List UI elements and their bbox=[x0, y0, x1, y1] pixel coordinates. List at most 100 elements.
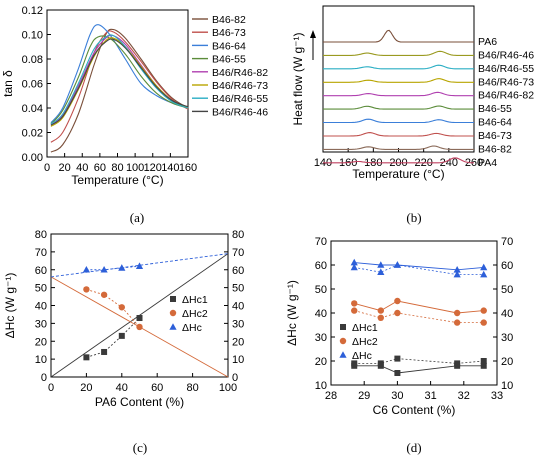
c-series-line bbox=[86, 317, 140, 358]
c-legend-marker bbox=[169, 309, 177, 317]
c-legend-label: ΔHc2 bbox=[182, 308, 208, 320]
a-legend-label: B46-55 bbox=[212, 54, 246, 66]
c-data-point bbox=[118, 304, 126, 311]
d-series-line bbox=[354, 262, 484, 271]
d-yaxis-label: ΔHc (W g⁻¹) bbox=[285, 280, 299, 346]
panel-label-d: (d) bbox=[406, 440, 421, 455]
b-series-line bbox=[323, 132, 474, 137]
a-series-line bbox=[50, 28, 189, 153]
c-data-point bbox=[100, 291, 108, 298]
a-xtick-label: 40 bbox=[76, 162, 88, 174]
c-xtick-label: 80 bbox=[186, 382, 198, 394]
b-series-line bbox=[323, 105, 474, 110]
d-extra-point bbox=[394, 309, 401, 317]
d-data-point bbox=[480, 263, 488, 271]
a-series-line bbox=[50, 34, 189, 125]
d-ytick-label-right: 30 bbox=[501, 332, 513, 344]
d-extra-point bbox=[480, 358, 487, 364]
b-series-line bbox=[323, 50, 474, 56]
d-xtick-label: 29 bbox=[358, 390, 370, 402]
c-data-point bbox=[83, 286, 90, 293]
c-ytick-label: 70 bbox=[35, 247, 47, 259]
a-series-line bbox=[50, 30, 189, 143]
b-series-label: B46-82 bbox=[478, 143, 512, 155]
d-ytick-label-right: 60 bbox=[501, 260, 513, 272]
a-legend-label: B46/R46-46 bbox=[212, 106, 268, 118]
d-data-point bbox=[453, 266, 461, 273]
c-data-point bbox=[136, 315, 143, 322]
c-ytick-label: 60 bbox=[35, 265, 47, 277]
c-series-line bbox=[86, 288, 140, 328]
d-legend-label: ΔHc2 bbox=[352, 336, 378, 348]
c-ytick-label-right: 80 bbox=[232, 229, 244, 241]
d-extra-point bbox=[480, 319, 487, 326]
b-series-label: B46/R46-82 bbox=[478, 90, 534, 102]
d-extra-point bbox=[350, 263, 358, 271]
a-xtick-label: 100 bbox=[126, 162, 144, 174]
d-ytick-label: 40 bbox=[315, 308, 327, 320]
b-series-label: B46/R46-73 bbox=[478, 76, 534, 88]
a-yaxis-label: tan δ bbox=[1, 70, 15, 97]
c-ytick-label: 80 bbox=[35, 229, 47, 241]
a-legend-label: B46/R46-73 bbox=[212, 80, 268, 92]
a-xtick-label: 0 bbox=[44, 162, 50, 174]
a-legend-label: B46-73 bbox=[212, 27, 246, 39]
d-data-point bbox=[350, 258, 358, 266]
d-data-point bbox=[377, 261, 385, 268]
c-ytick-label: 0 bbox=[41, 372, 47, 384]
c-ytick-label-right: 20 bbox=[232, 336, 244, 348]
c-ytick-label: 20 bbox=[35, 336, 47, 348]
d-ytick-label-right: 20 bbox=[501, 356, 513, 368]
c-xtick-label: 60 bbox=[151, 382, 163, 394]
b-xaxis-label: Temperature (°C) bbox=[352, 167, 444, 181]
d-data-point bbox=[480, 362, 487, 369]
d-ytick-label: 60 bbox=[315, 260, 327, 272]
b-series-line bbox=[323, 91, 474, 97]
a-ytick-label: 0.00 bbox=[22, 152, 43, 164]
d-ytick-label: 20 bbox=[315, 356, 327, 368]
c-xtick-label: 0 bbox=[48, 382, 54, 394]
d-extra-point bbox=[351, 307, 358, 314]
d-legend-marker bbox=[340, 324, 346, 330]
a-ytick-label: 0.02 bbox=[22, 128, 43, 140]
d-ytick-label: 70 bbox=[315, 236, 327, 248]
d-ytick-label: 30 bbox=[315, 332, 327, 344]
a-xtick-label: 60 bbox=[94, 162, 106, 174]
c-ytick-label-right: 50 bbox=[232, 283, 244, 295]
c-legend-label: ΔHc bbox=[182, 322, 202, 334]
c-xaxis-label: PA6 Content (%) bbox=[95, 395, 184, 409]
d-xtick-label: 31 bbox=[424, 390, 436, 402]
b-series-label: PA4 bbox=[478, 157, 497, 169]
d-xtick-label: 28 bbox=[325, 390, 337, 402]
b-series-line bbox=[323, 29, 474, 43]
b-yaxis-label: Heat flow (W g⁻¹) bbox=[291, 32, 305, 125]
b-series-line bbox=[323, 145, 474, 150]
c-data-point bbox=[135, 262, 144, 269]
a-series-line bbox=[50, 37, 189, 127]
d-ytick-label: 10 bbox=[315, 380, 327, 392]
d-ytick-label: 50 bbox=[315, 284, 327, 296]
b-series-line bbox=[323, 78, 474, 83]
d-data-point bbox=[394, 297, 401, 305]
c-ytick-label: 40 bbox=[35, 301, 47, 313]
panel-label-c: (c) bbox=[133, 440, 147, 455]
c-data-point bbox=[83, 354, 90, 361]
d-extra-point bbox=[394, 355, 401, 362]
panel-label-a: (a) bbox=[130, 210, 144, 225]
panel-label-b: (b) bbox=[406, 210, 421, 225]
d-xtick-label: 32 bbox=[458, 390, 470, 402]
a-ytick-label: 0.12 bbox=[22, 5, 43, 17]
a-xtick-label: 120 bbox=[144, 162, 162, 174]
a-xaxis-label: Temperature (°C) bbox=[71, 173, 163, 187]
d-data-point bbox=[351, 300, 358, 307]
c-ytick-label: 50 bbox=[35, 283, 47, 295]
c-ytick-label-right: 40 bbox=[232, 301, 244, 313]
b-exo-arrow-head bbox=[310, 30, 316, 38]
b-series-line bbox=[323, 118, 474, 124]
d-extra-line bbox=[354, 358, 484, 364]
d-data-point bbox=[480, 307, 487, 314]
c-xtick-label: 40 bbox=[116, 382, 128, 394]
c-yaxis-label: ΔHc (W g⁻¹) bbox=[3, 273, 17, 339]
